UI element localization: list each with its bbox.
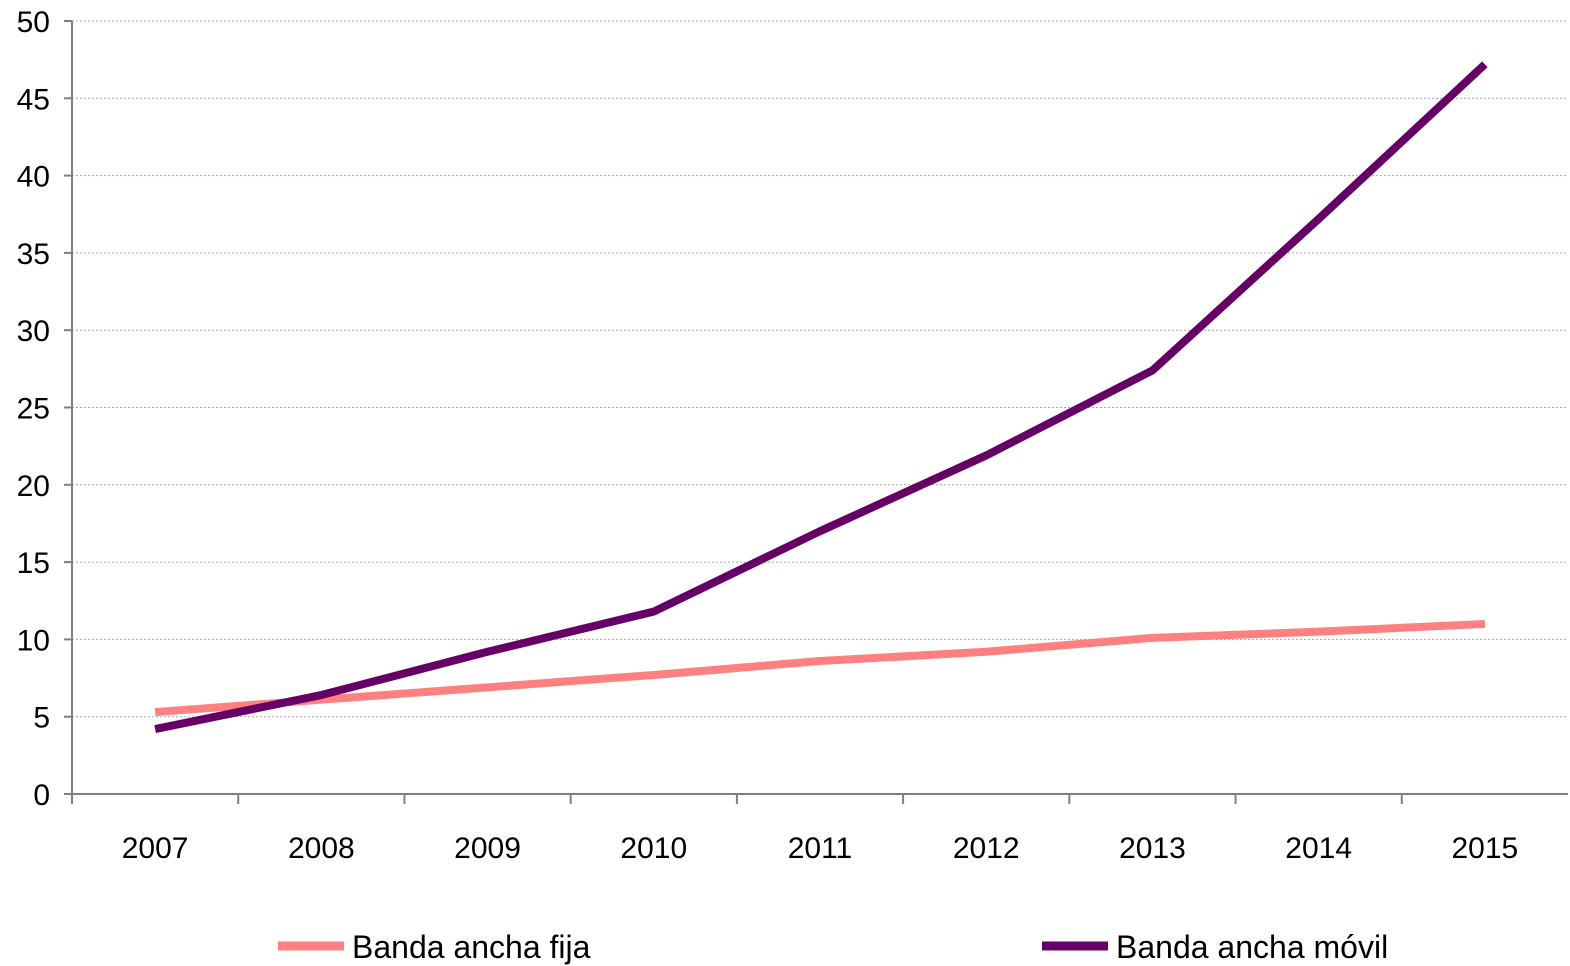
y-tick-label: 10 xyxy=(17,624,50,657)
grid-lines xyxy=(72,20,1568,718)
legend-label-0: Banda ancha fija xyxy=(352,929,591,965)
series-line-0 xyxy=(154,619,1486,717)
y-tick-label: 15 xyxy=(17,547,50,580)
series-line-1 xyxy=(154,61,1488,733)
x-tick-label: 2011 xyxy=(788,832,853,865)
series-lines xyxy=(154,61,1488,733)
x-tick-label: 2015 xyxy=(1452,832,1519,865)
y-tick-label: 50 xyxy=(17,6,50,39)
x-axis: 2007 2008 2009 2010 2011 2012 2013 2014 2015 xyxy=(71,793,1568,865)
y-axis: 0 5 10 15 20 25 30 35 40 45 50 xyxy=(17,6,73,812)
legend: Banda ancha fija Banda ancha móvil xyxy=(278,929,1388,965)
y-tick-label: 5 xyxy=(33,702,50,735)
x-tick-label: 2009 xyxy=(454,832,521,865)
x-tick-label: 2012 xyxy=(953,832,1020,865)
y-tick-label: 35 xyxy=(17,238,50,271)
x-tick-label: 2007 xyxy=(122,832,189,865)
y-tick-label: 30 xyxy=(17,315,50,348)
y-tick-label: 40 xyxy=(17,161,50,194)
x-tick-label: 2013 xyxy=(1119,832,1186,865)
legend-label-1: Banda ancha móvil xyxy=(1116,929,1388,965)
x-tick-label: 2014 xyxy=(1285,832,1352,865)
y-tick-label: 45 xyxy=(17,83,50,116)
y-tick-label: 20 xyxy=(17,470,50,503)
x-tick-label: 2008 xyxy=(288,832,355,865)
y-tick-label: 0 xyxy=(33,779,50,812)
y-tick-label: 25 xyxy=(17,393,50,426)
x-tick-label: 2010 xyxy=(620,832,687,865)
